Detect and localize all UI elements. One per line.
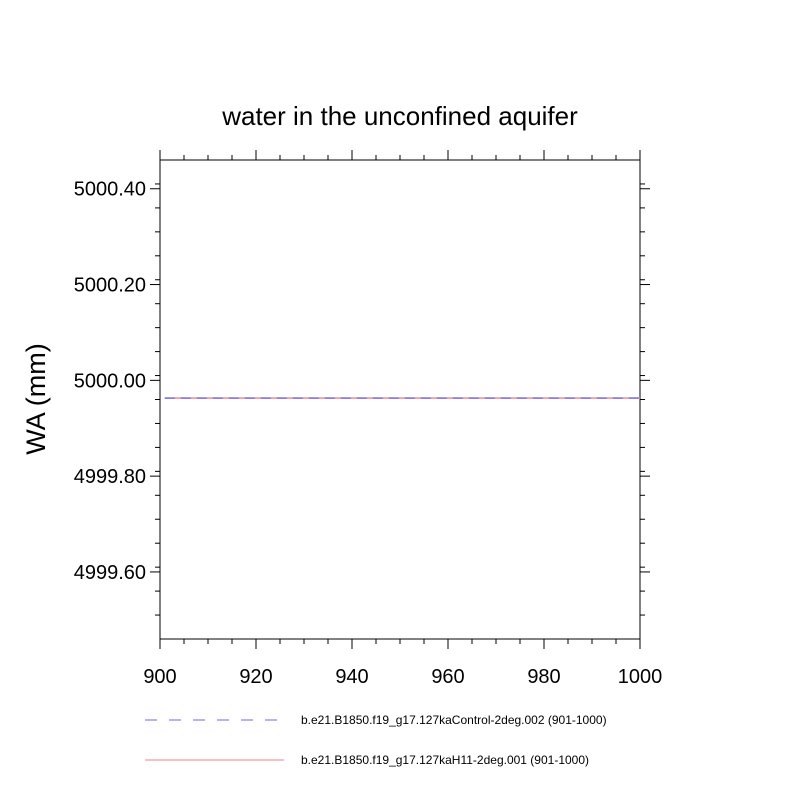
x-tick-label: 980 bbox=[527, 666, 560, 688]
y-tick-label: 5000.20 bbox=[74, 275, 146, 297]
legend-label-2: b.e21.B1850.f19_g17.127kaH11-2deg.001 (9… bbox=[301, 753, 589, 767]
y-axis-label: WA (mm) bbox=[21, 343, 51, 454]
plot-frame bbox=[159, 159, 641, 640]
legend-label-1: b.e21.B1850.f19_g17.127kaControl-2deg.00… bbox=[301, 713, 607, 727]
x-tick-label: 940 bbox=[335, 666, 368, 688]
y-tick-label: 5000.00 bbox=[74, 370, 146, 392]
x-tick-label: 920 bbox=[239, 666, 272, 688]
y-tick-label: 5000.40 bbox=[74, 179, 146, 201]
x-tick-label: 1000 bbox=[618, 666, 663, 688]
chart-title: water in the unconfined aquifer bbox=[221, 101, 578, 131]
legend: b.e21.B1850.f19_g17.127kaControl-2deg.00… bbox=[145, 713, 607, 767]
x-tick-label: 900 bbox=[143, 666, 176, 688]
x-tick-label: 960 bbox=[431, 666, 464, 688]
axis-ticks: 900 920 940 960 980 1000 4999.60 4999.80 5000.00… bbox=[74, 150, 663, 688]
y-tick-label: 4999.80 bbox=[74, 466, 146, 488]
y-tick-label: 4999.60 bbox=[74, 562, 146, 584]
